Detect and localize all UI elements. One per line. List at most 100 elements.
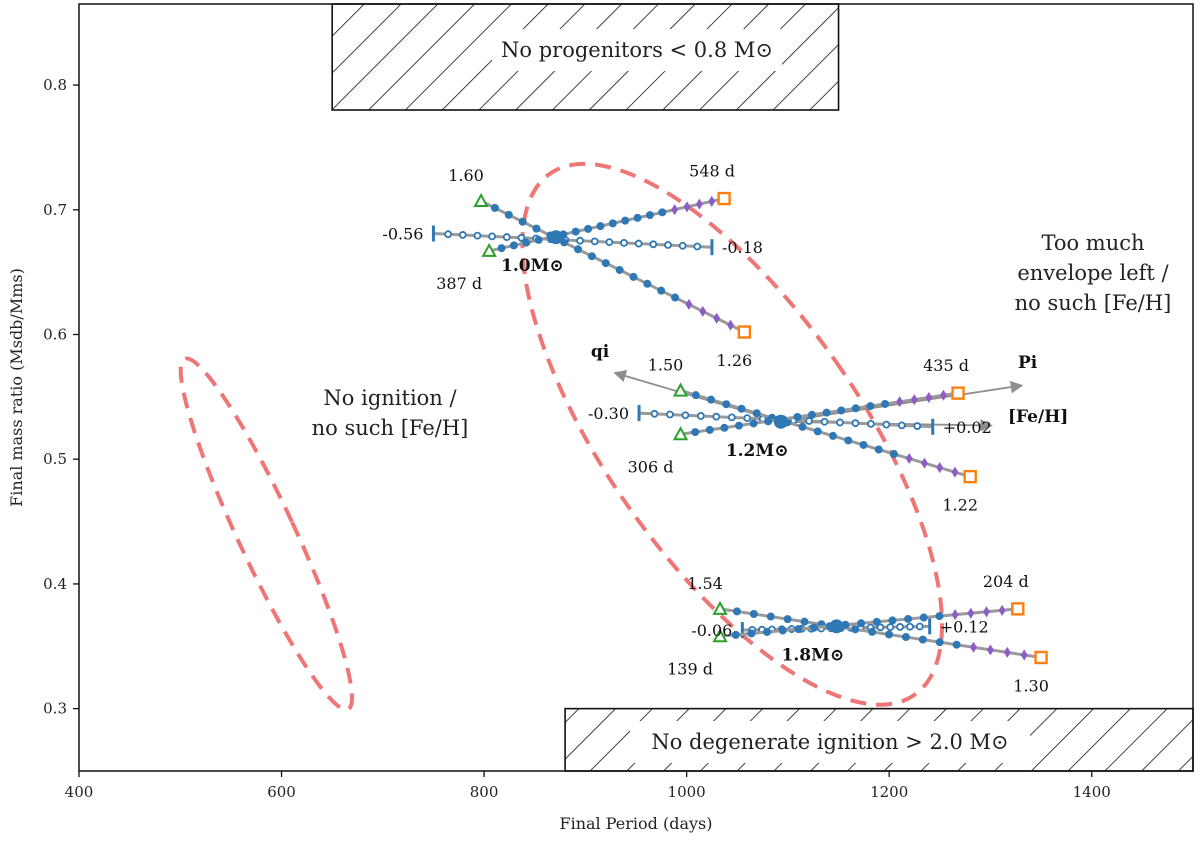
y-tick-label: 0.7 (43, 201, 67, 219)
diamond-marker (951, 609, 959, 621)
metal-point (820, 417, 829, 426)
metal-point (678, 241, 687, 250)
end-square (963, 469, 977, 484)
track-point (904, 614, 913, 623)
diamond-marker (982, 606, 990, 618)
diamond-marker (896, 396, 904, 408)
metal-point (664, 241, 672, 249)
labels-layer: No ignition / no such [Fe/H] Too much envel… (312, 162, 1172, 696)
track-point (952, 640, 961, 649)
track-point (888, 616, 897, 625)
track-point (872, 617, 881, 626)
diamond-marker (998, 604, 1006, 616)
metal-point (696, 412, 705, 420)
track-point (749, 609, 758, 618)
metal-point (666, 410, 674, 419)
track-point (763, 627, 772, 636)
hatched-label-background (492, 29, 782, 71)
metal-point (897, 421, 906, 430)
period-min-label: 139 d (667, 659, 713, 678)
track-point (615, 265, 624, 274)
diamond-marker (910, 394, 918, 406)
track-point (752, 409, 761, 418)
track-point (889, 450, 898, 459)
track-point (901, 633, 910, 642)
q-min-label: 1.50 (648, 356, 684, 375)
track-point (504, 210, 513, 219)
track-point (490, 203, 499, 212)
model-mass-label: 1.0M⊙ (501, 256, 564, 276)
metal-max-label: -0.18 (722, 238, 763, 257)
diamond-marker (699, 305, 707, 317)
track-point (859, 440, 868, 449)
model-1-0 (431, 191, 752, 339)
model-1-8 (712, 600, 1048, 665)
track-point (722, 400, 731, 409)
start-triangle (712, 628, 728, 643)
track-point (720, 423, 729, 432)
track-point (532, 224, 541, 233)
diamond-marker (936, 462, 944, 474)
p-arrow-label: Pi (1018, 353, 1038, 373)
hatched-region-label: No progenitors < 0.8 M⊙ (501, 38, 773, 62)
y-tick-label: 0.5 (43, 450, 67, 468)
end-square (1011, 602, 1025, 616)
q-min-label: 1.54 (687, 574, 723, 593)
x-axis-title: Final Period (days) (559, 814, 712, 833)
q-max-label: 1.30 (1013, 677, 1049, 696)
track-point (658, 208, 667, 217)
track-point (837, 406, 846, 415)
metal-min-label: -0.06 (691, 621, 732, 640)
no-ignition-note-line: No ignition / (323, 386, 457, 410)
track-point (732, 607, 741, 616)
diamond-marker (683, 201, 691, 213)
metal-point (915, 622, 924, 631)
track-point (571, 227, 580, 236)
start-triangle (473, 192, 489, 208)
metal-point (913, 422, 922, 430)
period-max-label: 548 d (689, 162, 735, 181)
x-tick-label: 1400 (1073, 783, 1111, 801)
feh-arrow-label: [Fe/H] (1008, 407, 1068, 427)
diamond-marker (905, 453, 913, 465)
metal-point (896, 623, 905, 631)
diamond-marker (708, 195, 716, 207)
track-point (829, 431, 838, 440)
x-tick-label: 400 (65, 783, 94, 801)
metal-point (743, 414, 752, 423)
diamond-marker (695, 198, 703, 210)
diamond-marker (925, 391, 933, 403)
track-point (866, 402, 875, 411)
track-point (935, 612, 944, 621)
metal-point (605, 238, 614, 247)
metal-point (649, 240, 658, 249)
track-point (671, 293, 680, 302)
metal-point (712, 412, 721, 421)
track-point (810, 623, 819, 632)
envelope-note-line: Too much (1041, 231, 1144, 255)
track-point (793, 412, 802, 421)
track-point (621, 216, 630, 225)
start-triangle (481, 242, 497, 257)
metal-point (634, 239, 643, 248)
track-point (918, 635, 927, 644)
metal-point (693, 242, 702, 251)
metal-point (851, 419, 860, 428)
track-point (497, 244, 506, 253)
model-1-2 (637, 382, 977, 484)
track-point (851, 404, 860, 413)
track-point (596, 222, 605, 231)
track-point (783, 615, 792, 624)
diamond-marker (1020, 649, 1028, 661)
track-point (747, 629, 756, 638)
track-point (584, 224, 593, 233)
track-point (778, 626, 787, 635)
track-point (522, 238, 531, 247)
metal-point (882, 420, 891, 429)
metal-point (727, 413, 736, 422)
metal-point (886, 623, 895, 632)
start-triangle (672, 426, 689, 441)
track-point (822, 408, 831, 417)
diamond-marker (713, 312, 721, 324)
no-ignition-note-line: no such [Fe/H] (312, 416, 469, 440)
